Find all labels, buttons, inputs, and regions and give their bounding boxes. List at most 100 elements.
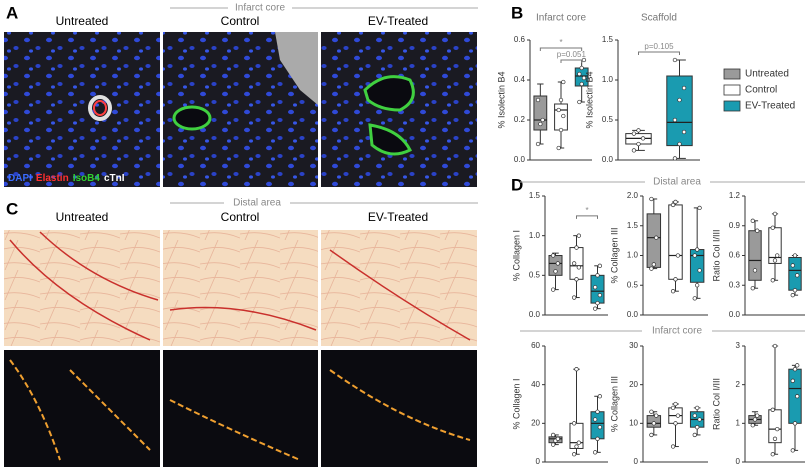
data-point — [673, 421, 678, 426]
panel-label: B — [511, 3, 523, 22]
data-point — [595, 436, 600, 441]
y-tick-label: 2.0 — [627, 191, 639, 200]
y-tick-label: 0.0 — [729, 310, 741, 319]
data-point — [770, 278, 775, 283]
data-point — [597, 394, 602, 399]
data-point — [558, 127, 564, 133]
column-label: Control — [221, 14, 260, 28]
data-point — [792, 288, 798, 293]
legend-swatch — [723, 68, 741, 80]
y-tick-label: 1.2 — [729, 191, 741, 200]
data-point — [593, 285, 598, 290]
data-point — [770, 452, 775, 457]
data-point — [695, 425, 700, 430]
box — [554, 103, 568, 131]
significance-bracket — [638, 51, 680, 55]
data-point — [597, 263, 602, 268]
data-point — [755, 413, 760, 418]
data-point — [670, 289, 676, 294]
data-point — [792, 367, 798, 372]
data-point — [670, 202, 676, 208]
significance-bracket — [560, 59, 583, 63]
data-point — [772, 436, 778, 441]
data-point — [649, 266, 654, 271]
stain-legend: DAPI Elastin IsoB4 cTnI — [8, 173, 125, 184]
data-point — [775, 426, 780, 432]
y-tick-label: 30 — [629, 341, 638, 350]
data-point — [535, 141, 541, 147]
data-point — [675, 413, 681, 418]
significance-label: p=0.051 — [557, 50, 587, 59]
box — [768, 409, 782, 444]
column-label: EV-Treated — [368, 14, 428, 28]
y-tick-label: 0.6 — [729, 251, 741, 260]
box — [788, 256, 802, 291]
box — [668, 204, 683, 280]
data-point — [673, 277, 678, 282]
data-point — [790, 378, 795, 383]
data-point — [654, 413, 659, 418]
data-point — [631, 131, 637, 136]
y-axis-label: Ratio Col I/III — [711, 378, 721, 430]
column-label: EV-Treated — [368, 210, 428, 224]
data-point — [640, 136, 646, 141]
y-axis-label: % Isolectin B4 — [584, 71, 594, 128]
data-point — [558, 97, 564, 103]
box — [548, 255, 563, 276]
data-point — [695, 247, 700, 252]
significance-bracket — [539, 47, 583, 51]
data-point — [595, 300, 600, 306]
data-point — [677, 141, 682, 147]
data-point — [750, 423, 755, 428]
y-tick-label: 0.3 — [729, 280, 741, 289]
data-point — [673, 401, 678, 407]
data-point — [649, 196, 654, 202]
column-label: Untreated — [56, 210, 109, 224]
data-point — [576, 265, 581, 270]
data-point — [692, 413, 697, 418]
section-header: Infarct core — [652, 326, 702, 337]
box — [748, 230, 762, 281]
data-point — [692, 432, 697, 438]
data-point — [770, 407, 775, 412]
section-header: Distal area — [233, 198, 281, 209]
stain-name: Elastin — [36, 173, 69, 184]
significance-label: p=0.105 — [644, 42, 674, 51]
box — [590, 274, 605, 304]
y-tick-label: 2 — [736, 380, 741, 389]
data-point — [555, 436, 560, 441]
legend-swatch — [723, 100, 741, 112]
data-point — [675, 253, 681, 258]
data-point — [673, 199, 678, 205]
data-point — [576, 440, 581, 445]
data-point — [670, 444, 676, 449]
data-point — [574, 245, 579, 250]
y-tick-label: 1.0 — [602, 75, 614, 84]
data-point — [670, 405, 676, 411]
y-tick-label: 0.4 — [514, 75, 526, 84]
data-point — [651, 262, 656, 267]
y-axis-label: % Collagen I — [511, 230, 521, 281]
data-point — [553, 269, 558, 274]
data-point — [597, 293, 602, 298]
y-tick-label: 1.0 — [627, 251, 639, 260]
y-tick-label: 20 — [629, 380, 638, 389]
data-point — [572, 452, 577, 457]
y-tick-label: 10 — [629, 418, 638, 427]
stained-sections — [4, 230, 477, 467]
box — [666, 75, 693, 147]
data-point — [551, 442, 556, 447]
data-point — [577, 99, 582, 105]
data-point — [631, 148, 637, 153]
data-point — [672, 57, 678, 63]
y-tick-label: 0 — [536, 457, 541, 466]
data-point — [775, 253, 780, 258]
legend-label: EV-Treated — [745, 101, 795, 112]
y-tick-label: 0 — [736, 457, 741, 466]
data-point — [551, 432, 556, 438]
data-point — [695, 283, 700, 288]
stain-name: cTnI — [104, 173, 125, 184]
y-axis-label: % Isolectin B4 — [496, 71, 506, 128]
y-tick-label: 1.5 — [627, 221, 639, 230]
data-point — [772, 258, 778, 263]
